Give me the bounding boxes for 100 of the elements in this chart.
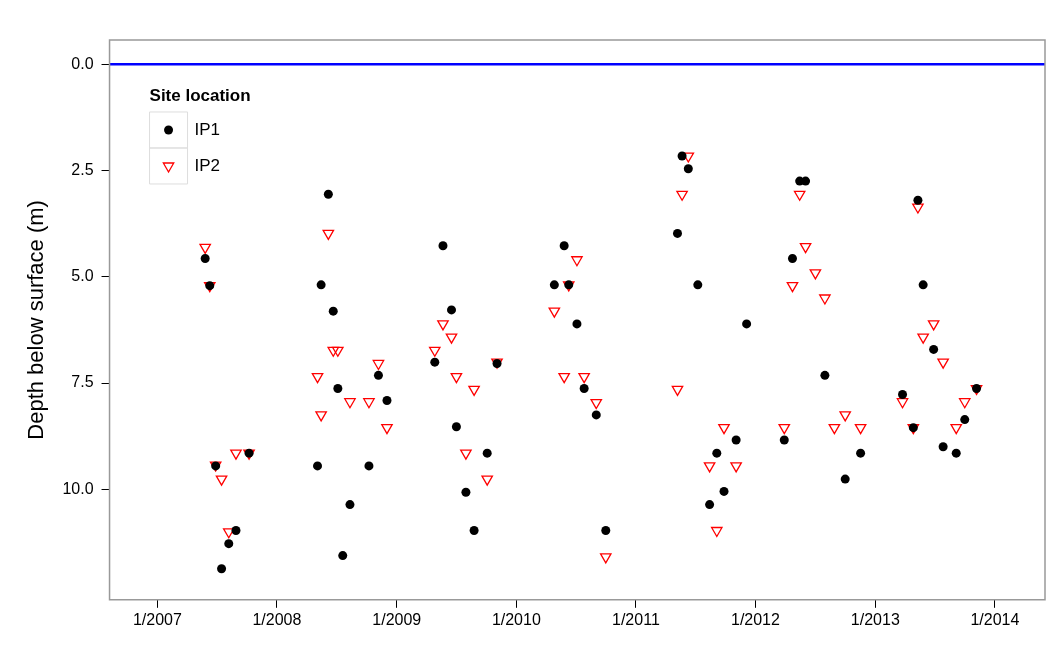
point xyxy=(450,373,463,384)
point xyxy=(705,500,715,510)
point xyxy=(730,462,742,473)
point xyxy=(960,415,970,425)
point xyxy=(372,359,385,371)
point xyxy=(579,384,589,394)
point xyxy=(482,448,492,458)
point xyxy=(322,229,335,241)
point xyxy=(719,486,729,496)
point xyxy=(313,461,323,471)
point xyxy=(481,475,494,486)
point xyxy=(549,280,559,290)
point xyxy=(231,526,241,536)
point xyxy=(601,526,611,536)
point xyxy=(673,228,682,238)
x-tick-label: 1/2011 xyxy=(612,610,660,628)
point xyxy=(820,370,830,380)
point xyxy=(840,474,850,484)
point xyxy=(590,398,603,410)
point xyxy=(468,385,480,397)
point xyxy=(839,411,852,422)
point xyxy=(469,526,479,536)
point xyxy=(451,422,461,432)
point xyxy=(671,385,684,397)
point xyxy=(445,333,458,344)
point xyxy=(854,424,867,435)
point xyxy=(951,448,961,458)
point xyxy=(328,306,338,316)
point xyxy=(710,526,723,538)
point xyxy=(446,305,456,315)
point xyxy=(315,411,327,422)
point xyxy=(787,253,797,263)
point xyxy=(381,424,393,435)
point xyxy=(809,269,822,280)
point xyxy=(896,398,909,409)
point xyxy=(316,280,326,290)
point xyxy=(937,358,949,369)
point xyxy=(938,442,948,452)
point xyxy=(438,241,448,251)
y-tick-label: 5.0 xyxy=(71,267,94,285)
x-tick-label: 1/2010 xyxy=(491,610,541,628)
point xyxy=(344,398,356,409)
point xyxy=(676,190,688,201)
legend-label: IP2 xyxy=(194,155,221,175)
point xyxy=(731,435,741,445)
point xyxy=(683,164,693,174)
x-tick-label: 1/2008 xyxy=(252,610,302,628)
legend-title: Site location xyxy=(149,85,251,105)
x-tick-label: 1/2007 xyxy=(132,610,182,628)
x-tick-label: 1/2009 xyxy=(372,610,422,628)
point xyxy=(333,384,343,394)
point xyxy=(373,370,383,380)
point xyxy=(548,307,561,318)
point xyxy=(856,448,866,458)
point xyxy=(799,242,812,254)
point xyxy=(571,256,583,267)
point xyxy=(572,319,582,329)
point xyxy=(819,294,831,305)
point xyxy=(460,449,472,460)
point xyxy=(778,424,791,435)
y-tick-label: 10.0 xyxy=(62,479,94,497)
point xyxy=(230,449,242,460)
point xyxy=(345,500,355,510)
point xyxy=(559,241,569,251)
point xyxy=(703,462,716,473)
point xyxy=(200,253,210,263)
legend-label: IP1 xyxy=(194,119,221,139)
y-tick-label: 7.5 xyxy=(71,373,94,391)
point xyxy=(382,395,392,405)
x-tick-label: 1/2012 xyxy=(730,610,781,628)
point xyxy=(718,424,730,435)
point xyxy=(215,475,228,486)
point xyxy=(929,344,939,354)
x-tick-label: 1/2014 xyxy=(970,610,1020,628)
y-axis-title: Depth below surface (m) xyxy=(23,200,49,440)
point xyxy=(363,398,375,409)
point xyxy=(677,151,687,161)
point xyxy=(428,346,441,357)
point xyxy=(712,448,722,458)
point xyxy=(898,390,908,399)
point xyxy=(437,320,449,331)
point xyxy=(786,282,799,293)
point xyxy=(311,373,324,384)
point xyxy=(591,410,601,420)
point xyxy=(958,398,971,409)
point xyxy=(693,280,703,290)
point xyxy=(217,564,227,574)
point xyxy=(742,319,752,329)
y-tick-label: 0.0 xyxy=(71,54,94,72)
point xyxy=(918,280,928,290)
point xyxy=(950,424,963,435)
point xyxy=(793,190,806,201)
point xyxy=(927,320,940,331)
point xyxy=(364,461,374,471)
point xyxy=(828,424,841,435)
point xyxy=(224,539,234,549)
point xyxy=(199,243,212,255)
x-tick-label: 1/2013 xyxy=(850,610,900,628)
point xyxy=(912,203,924,214)
point xyxy=(578,373,590,384)
